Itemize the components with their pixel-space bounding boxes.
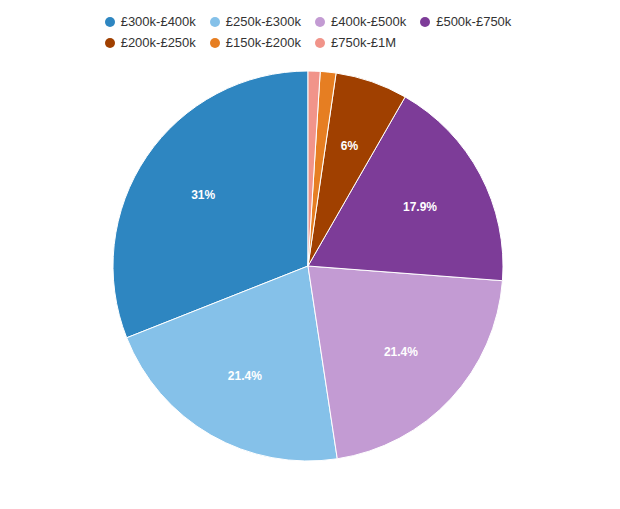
- html-text:£400k-£500k: £400k-£500k: [331, 14, 407, 29]
- svg-text:17.9%: 17.9%: [403, 200, 437, 214]
- html-text:£150k-£200k: £150k-£200k: [225, 35, 301, 50]
- html-text:£750k-£1M: £750k-£1M: [331, 35, 396, 50]
- html-text:£500k-£750k: £500k-£750k: [436, 14, 512, 29]
- svg-text:21.4%: 21.4%: [228, 369, 262, 383]
- svg-text:21.4%: 21.4%: [384, 345, 418, 359]
- html-text:£250k-£300k: £250k-£300k: [225, 14, 301, 29]
- svg-text:6%: 6%: [341, 139, 359, 153]
- svg-text:31%: 31%: [191, 188, 215, 202]
- html-text:£200k-£250k: £200k-£250k: [120, 35, 196, 50]
- html-text:£300k-£400k: £300k-£400k: [120, 14, 196, 29]
